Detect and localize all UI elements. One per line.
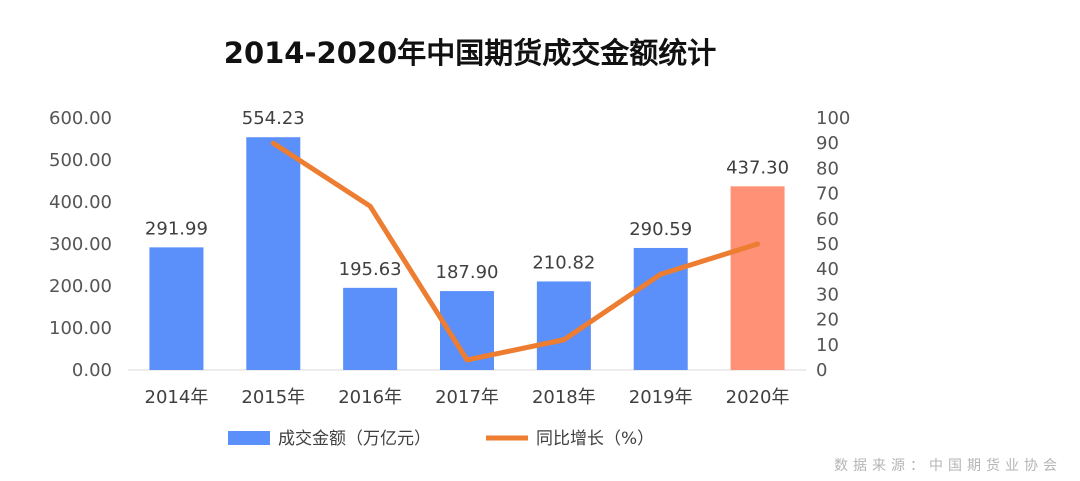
category-label: 2016年 [338, 387, 402, 408]
bar [149, 247, 204, 370]
right-tick-label: 40 [816, 259, 839, 280]
bar-value-label: 554.23 [242, 108, 305, 129]
right-tick-label: 100 [816, 108, 850, 129]
right-tick-label: 60 [816, 209, 839, 230]
bar-value-label: 291.99 [145, 218, 208, 239]
category-label: 2020年 [726, 387, 790, 408]
right-tick-label: 30 [816, 284, 839, 305]
x-axis-categories: 2014年 2015年 2016年 2017年 2018年 2019年 2020年 [145, 387, 790, 408]
bar-data-labels: 291.99 554.23 195.63 187.90 210.82 290.59 437.… [145, 108, 789, 283]
bar-value-label: 195.63 [339, 259, 402, 280]
growth-line [270, 140, 761, 363]
bar-value-label: 187.90 [436, 262, 499, 283]
bar [730, 186, 785, 370]
right-tick-label: 50 [816, 234, 839, 255]
legend-bar-label: 成交金额（万亿元） [278, 429, 431, 449]
line-series [270, 140, 761, 363]
left-tick-label: 400.00 [49, 192, 112, 213]
bar-value-label: 210.82 [532, 252, 595, 273]
right-tick-label: 80 [816, 158, 839, 179]
category-label: 2014年 [145, 387, 209, 408]
bar [343, 287, 398, 370]
left-tick-label: 500.00 [49, 150, 112, 171]
category-label: 2018年 [532, 387, 596, 408]
legend: 成交金额（万亿元） 同比增长（%） [228, 429, 654, 449]
chart-title: 2014-2020年中国期货成交金额统计 [224, 36, 716, 70]
bar [246, 137, 301, 370]
right-tick-label: 70 [816, 184, 839, 205]
left-tick-label: 300.00 [49, 234, 112, 255]
left-tick-label: 600.00 [49, 108, 112, 129]
category-label: 2017年 [435, 387, 499, 408]
category-label: 2019年 [629, 387, 693, 408]
right-tick-label: 20 [816, 310, 839, 331]
bar-series [149, 137, 785, 370]
right-tick-label: 0 [816, 360, 827, 381]
source-note: 数据来源：中国期货业协会 [834, 457, 1062, 474]
left-tick-label: 200.00 [49, 276, 112, 297]
right-tick-label: 90 [816, 133, 839, 154]
bar-value-label: 290.59 [629, 219, 692, 240]
right-y-axis: 0 10 20 30 40 50 60 70 80 90 100 [816, 108, 850, 381]
left-y-axis: 0.00 100.00 200.00 300.00 400.00 500.00 600.00 [49, 108, 112, 381]
category-label: 2015年 [241, 387, 305, 408]
bar-value-label: 437.30 [726, 157, 789, 178]
right-tick-label: 10 [816, 335, 839, 356]
left-tick-label: 100.00 [49, 318, 112, 339]
left-tick-label: 0.00 [72, 360, 112, 381]
legend-bar-swatch [228, 431, 270, 445]
legend-line-label: 同比增长（%） [536, 429, 654, 449]
